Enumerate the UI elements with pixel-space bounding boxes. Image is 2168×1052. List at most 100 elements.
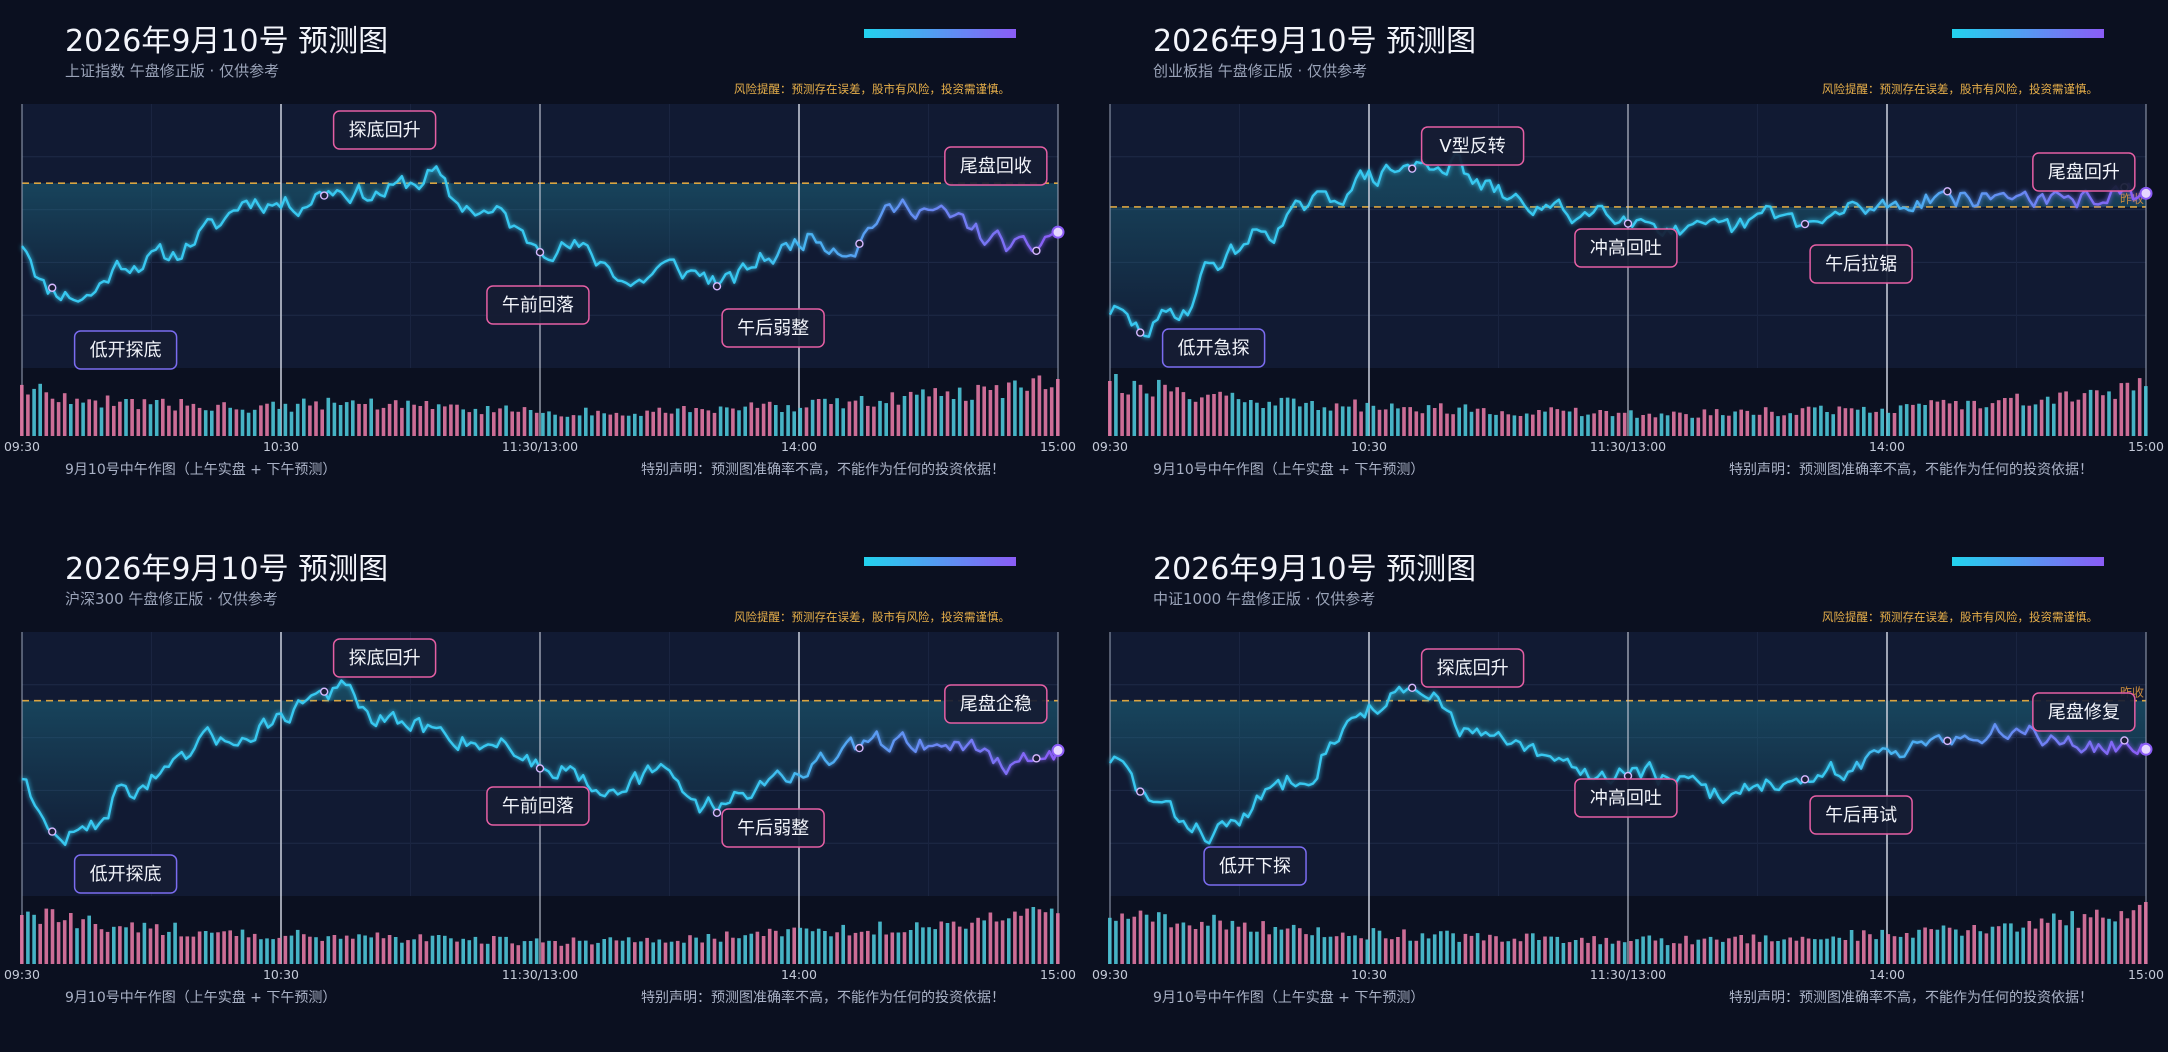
volume-bar xyxy=(504,936,508,964)
volume-bar xyxy=(1206,925,1210,964)
volume-bar xyxy=(1310,935,1314,964)
chart-panel: 09:30 10:30 11:30/13:00 14:00 15:00 低开探底 探底回升午… xyxy=(0,0,1084,524)
volume-bar xyxy=(1941,399,1946,436)
volume-bar xyxy=(1249,400,1253,436)
volume-bar xyxy=(1334,936,1339,964)
annotation-label: 午前回落 xyxy=(486,285,590,325)
volume-bar xyxy=(890,932,895,964)
risk-warning: 风险提醒：预测存在误差，股市有风险，投资需谨慎。 xyxy=(734,82,1010,96)
annotation-label: 午后弱整 xyxy=(721,308,825,348)
volume-bar xyxy=(1451,414,1455,436)
volume-bar xyxy=(878,400,882,436)
volume-bar xyxy=(1056,913,1060,964)
volume-bar xyxy=(915,394,919,436)
volume-bar xyxy=(1678,943,1682,964)
volume-bar xyxy=(1500,941,1504,964)
volume-bar xyxy=(1157,912,1161,964)
volume-bar xyxy=(1169,927,1173,964)
volume-bar xyxy=(1616,412,1621,436)
volume-bar xyxy=(259,405,263,436)
volume-bar xyxy=(461,409,465,436)
volume-bar xyxy=(866,930,870,964)
x-tick-label: 10:30 xyxy=(263,967,299,982)
volume-bar xyxy=(2064,925,2068,964)
volume-bar xyxy=(853,932,858,964)
volume-bar xyxy=(1904,404,1909,436)
volume-bar xyxy=(393,400,398,436)
volume-bar xyxy=(571,415,576,436)
marker-dot xyxy=(712,282,722,291)
volume-bar xyxy=(1898,936,1903,964)
volume-bar xyxy=(1690,944,1694,964)
volume-bar xyxy=(1935,401,1940,436)
volume-bar xyxy=(130,922,134,964)
volume-bar xyxy=(167,405,171,436)
volume-bar xyxy=(1862,406,1866,436)
volume-bar xyxy=(1212,914,1216,964)
volume-bar xyxy=(283,403,288,436)
volume-bar xyxy=(884,934,888,964)
volume-bar xyxy=(829,936,833,964)
marker-dot xyxy=(1800,219,1810,229)
volume-bar xyxy=(737,938,741,964)
volume-bar xyxy=(1954,929,1958,964)
volume-bar xyxy=(1960,935,1964,964)
volume-bar xyxy=(381,407,386,436)
volume-bar xyxy=(872,406,876,436)
volume-bar xyxy=(712,938,717,964)
volume-bar xyxy=(1371,928,1376,964)
volume-bar xyxy=(185,405,190,436)
volume-bar xyxy=(841,408,845,436)
volume-bar xyxy=(1304,402,1308,436)
panel-subtitle: 创业板指 午盘修正版 · 仅供参考 xyxy=(1153,62,1368,80)
volume-bar xyxy=(1108,381,1112,436)
volume-bar xyxy=(1757,414,1762,436)
volume-bar xyxy=(308,405,312,436)
volume-bar xyxy=(1947,403,1952,436)
volume-bar xyxy=(1359,938,1363,964)
volume-bar xyxy=(1929,929,1933,964)
volume-bar xyxy=(1000,920,1005,964)
volume-bar xyxy=(240,929,245,964)
volume-bar xyxy=(755,931,760,964)
volume-bar xyxy=(896,404,901,436)
volume-bar xyxy=(749,402,754,436)
volume-bar xyxy=(1469,411,1474,436)
svg-text:尾盘修复: 尾盘修复 xyxy=(2048,702,2120,723)
volume-bar xyxy=(1347,406,1351,436)
panel-title: 2026年9月10号 预测图 xyxy=(65,24,389,59)
volume-bar xyxy=(1592,936,1596,964)
chart-panel: 昨收 09:30 10:30 11:30/13:00 14:00 15:00 低开急探 V型反… xyxy=(1088,0,2168,524)
volume-bar xyxy=(173,410,177,436)
volume-bar xyxy=(1904,933,1909,964)
marker-dot xyxy=(1943,187,1952,196)
volume-bar xyxy=(859,396,864,436)
volume-bar xyxy=(1390,403,1394,436)
volume-bar xyxy=(743,935,747,964)
volume-bar xyxy=(1966,930,1970,964)
accent-bar xyxy=(864,557,1016,566)
volume-bar xyxy=(1849,930,1854,964)
chart-panel: 昨收 09:30 10:30 11:30/13:00 14:00 15:00 低开下探 探底回… xyxy=(1088,528,2168,1052)
annotation-label: 冲高回吐 xyxy=(1574,778,1678,818)
annotation-label: 午前回落 xyxy=(486,786,590,826)
volume-bar xyxy=(142,399,147,436)
volume-bar xyxy=(1757,941,1762,964)
volume-bar xyxy=(571,937,576,964)
volume-bar xyxy=(675,940,680,964)
volume-bar xyxy=(1825,938,1829,964)
volume-bar xyxy=(1537,410,1541,436)
volume-bar xyxy=(1549,407,1553,436)
volume-bar xyxy=(1647,935,1652,964)
volume-bar xyxy=(1432,408,1437,436)
marker-dot xyxy=(1032,754,1041,763)
volume-bar xyxy=(2076,927,2081,964)
volume-bar xyxy=(682,942,686,964)
volume-bar xyxy=(620,415,625,436)
risk-warning: 风险提醒：预测存在误差，股市有风险，投资需谨慎。 xyxy=(1822,610,2098,624)
volume-bar xyxy=(1843,940,1848,964)
svg-text:冲高回吐: 冲高回吐 xyxy=(1590,238,1662,259)
volume-bar xyxy=(1291,398,1296,436)
svg-text:午后再试: 午后再试 xyxy=(1825,805,1897,826)
volume-bar xyxy=(1463,404,1468,436)
